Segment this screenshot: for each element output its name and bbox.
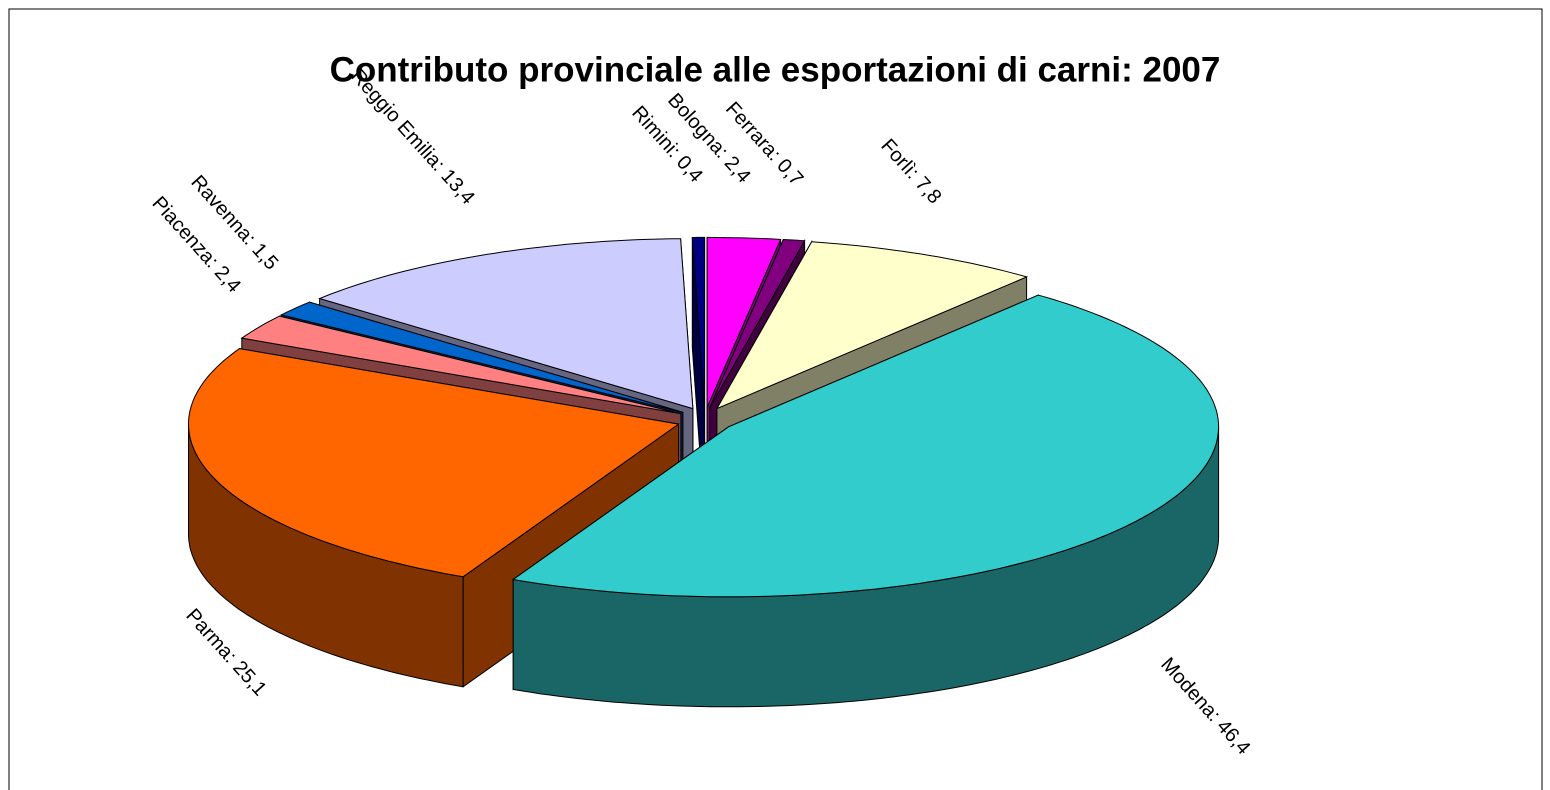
slice-top [715, 241, 1029, 410]
chart-title: Contributo provinciale alle esportazioni… [330, 50, 1221, 89]
pie [187, 236, 1220, 708]
slice-top [318, 238, 694, 410]
slice-top [691, 236, 706, 408]
slice-top [511, 294, 1220, 598]
slice [511, 294, 1220, 708]
slice-top [709, 238, 806, 408]
slice-top [240, 315, 682, 415]
slice-top [279, 301, 683, 413]
slice-top [187, 348, 680, 578]
slice-top [706, 236, 782, 408]
